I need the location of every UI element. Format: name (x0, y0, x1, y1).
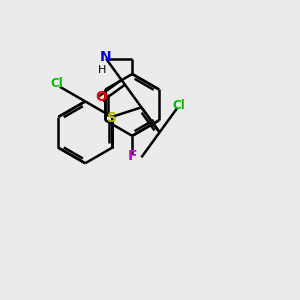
Text: S: S (107, 111, 117, 125)
Text: N: N (100, 50, 112, 64)
Text: Cl: Cl (50, 77, 63, 90)
Text: Cl: Cl (172, 99, 185, 112)
Text: H: H (98, 65, 106, 75)
Text: O: O (95, 90, 107, 104)
Text: F: F (128, 149, 137, 163)
